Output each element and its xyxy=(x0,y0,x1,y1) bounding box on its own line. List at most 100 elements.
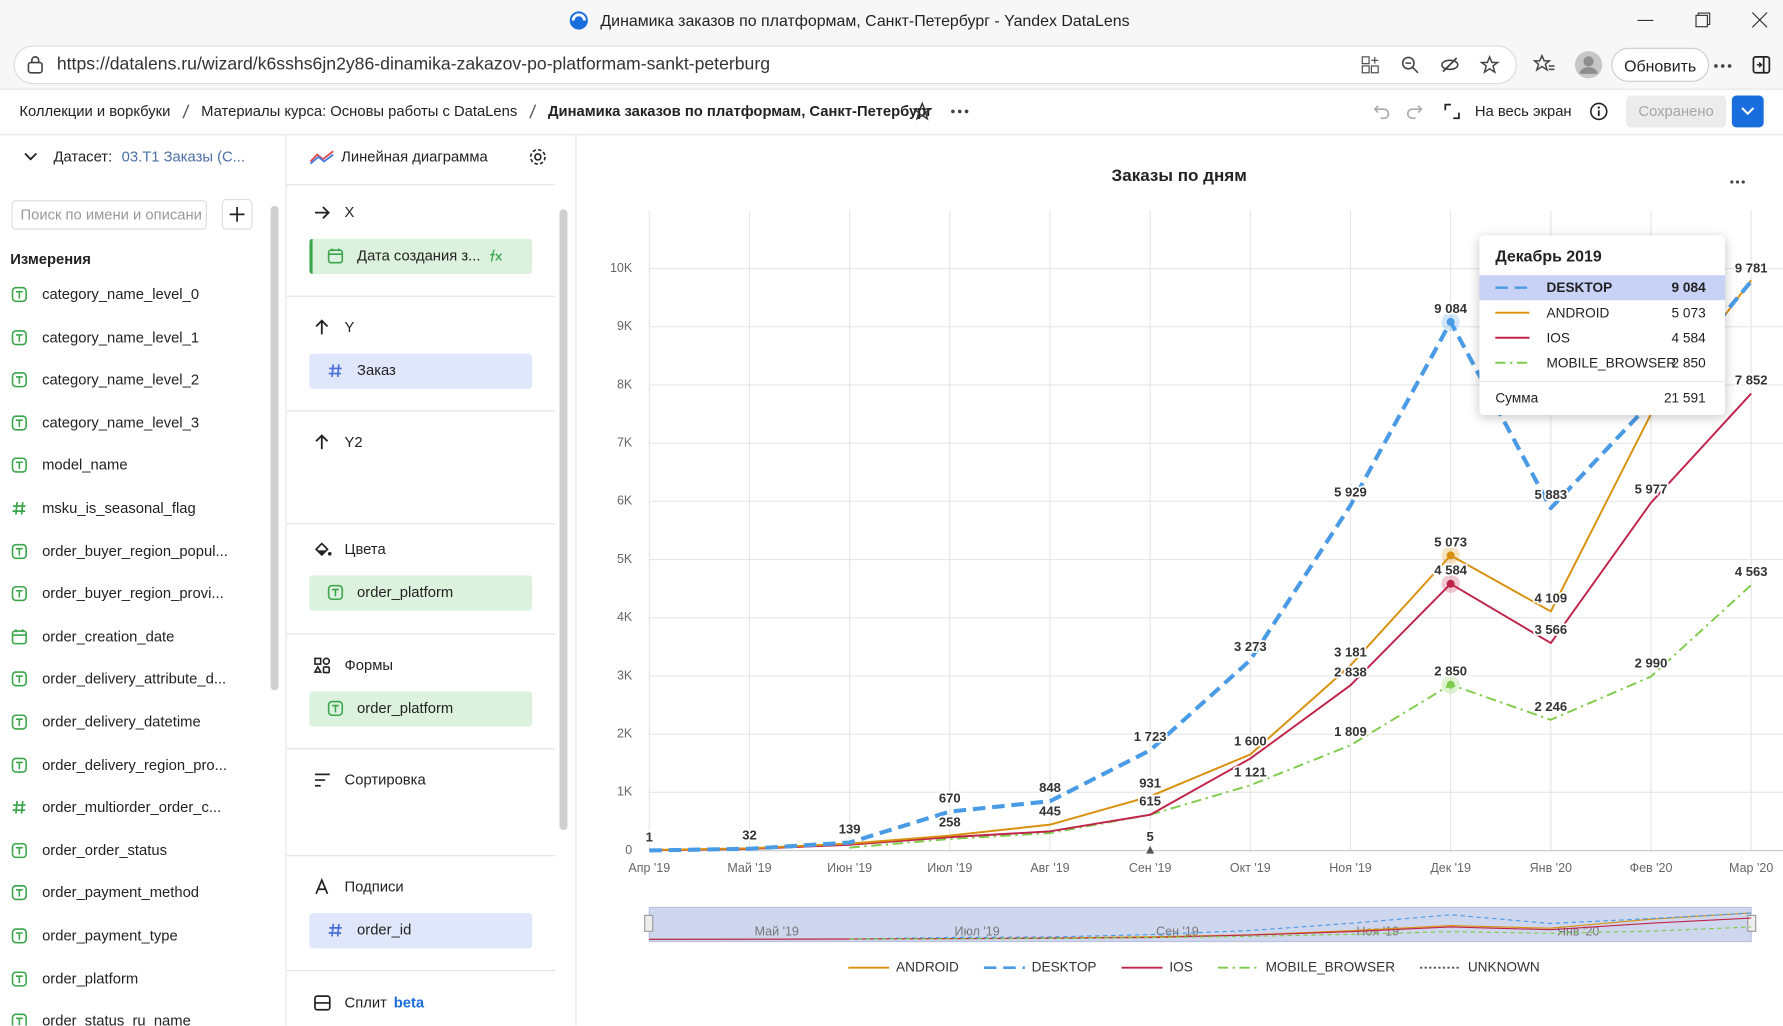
data-label: 4 563 xyxy=(1735,564,1768,579)
data-label: 3 181 xyxy=(1334,644,1367,659)
series-line xyxy=(649,280,1753,853)
placeholder-item[interactable] xyxy=(309,238,533,275)
item-name[interactable]: order_platform xyxy=(357,583,454,601)
tooltip-value: 5 073 xyxy=(1671,304,1706,321)
breadcrumb-separator xyxy=(182,104,190,119)
legend-label[interactable]: ANDROID xyxy=(896,959,959,974)
section-icon xyxy=(314,773,330,787)
field-item[interactable]: category_name_level_1 xyxy=(42,328,200,346)
data-label: 1 809 xyxy=(1334,724,1367,739)
field-item[interactable]: order_delivery_datetime xyxy=(42,712,201,731)
tooltip-swatch xyxy=(1495,286,1530,289)
section-divider xyxy=(286,633,555,635)
y-tick-label: 2K xyxy=(617,726,633,740)
field-type-icon xyxy=(327,584,344,601)
placeholder-item[interactable] xyxy=(309,691,533,727)
field-item[interactable]: order_order_status xyxy=(42,841,167,859)
legend-label[interactable]: DESKTOP xyxy=(1032,959,1097,974)
dataset-name[interactable]: 03.T1 Заказы (С... xyxy=(121,147,246,165)
fullscreen-button[interactable]: На весь экран xyxy=(1474,102,1572,120)
field-item[interactable]: category_name_level_0 xyxy=(42,285,200,303)
field-item[interactable]: order_delivery_attribute_d... xyxy=(42,670,227,688)
breadcrumb[interactable]: Материалы курса: Основы работы с DataLen… xyxy=(201,102,518,120)
section-divider xyxy=(286,410,555,412)
field-type-icon xyxy=(11,629,27,645)
data-label: 5 929 xyxy=(1334,484,1367,499)
field-item[interactable]: order_payment_type xyxy=(42,926,178,944)
breadcrumbs: Коллекции и воркбуки Материалы курса: Осн… xyxy=(19,101,932,121)
field-item[interactable]: order_payment_method xyxy=(42,883,200,902)
address-bar[interactable] xyxy=(13,45,1517,85)
data-label: 445 xyxy=(1039,804,1061,819)
hover-marker xyxy=(1446,680,1455,689)
field-type-icon xyxy=(11,329,27,345)
item-name[interactable]: Дата создания з... xyxy=(357,246,481,264)
more-dots xyxy=(951,109,969,114)
field-item[interactable]: order_multiorder_order_c... xyxy=(42,798,222,816)
section-divider xyxy=(286,523,555,525)
field-item[interactable]: order_buyer_region_popul... xyxy=(42,541,228,560)
field-item[interactable]: order_platform xyxy=(42,969,139,987)
item-name[interactable]: Заказ xyxy=(357,361,396,379)
saved-button[interactable]: Сохранено xyxy=(1626,95,1727,128)
x-tick-label: Дек '19 xyxy=(1430,861,1471,875)
y-tick-label: 8K xyxy=(617,377,633,391)
address-icon xyxy=(1441,57,1459,73)
chart-menu-dot[interactable] xyxy=(1735,180,1740,184)
menu-dots xyxy=(1714,64,1732,68)
field-item[interactable]: msku_is_seasonal_flag xyxy=(42,499,196,517)
field-type-icon xyxy=(11,714,27,730)
field-type-icon xyxy=(11,1013,27,1026)
field-type-icon xyxy=(12,501,26,515)
navigator-handle[interactable] xyxy=(644,914,654,932)
breadcrumb[interactable]: Коллекции и воркбуки xyxy=(19,102,171,120)
field-item[interactable]: order_creation_date xyxy=(42,627,175,645)
title-bar xyxy=(0,0,1783,43)
field-item[interactable]: category_name_level_2 xyxy=(42,370,200,388)
item-name[interactable]: order_platform xyxy=(357,699,454,717)
item-name[interactable]: order_id xyxy=(357,921,412,939)
chart-type[interactable]: Линейная диаграмма xyxy=(341,147,488,165)
field-type-icon xyxy=(11,457,27,474)
legend-label[interactable]: IOS xyxy=(1169,959,1192,974)
breadcrumb-separator xyxy=(529,104,537,119)
data-label: 5 883 xyxy=(1534,487,1567,502)
data-label: 848 xyxy=(1039,780,1061,795)
section-title: Сортировка xyxy=(344,770,426,789)
navigator-handle[interactable] xyxy=(1747,914,1757,932)
hover-marker xyxy=(1446,551,1455,560)
window-title: Динамика заказов по платформам, Санкт-Пе… xyxy=(600,11,1130,30)
data-label: 32 xyxy=(742,828,757,843)
navigator-label: Июл '19 xyxy=(955,925,1000,939)
y-tick-label: 5K xyxy=(617,552,633,566)
refresh-button[interactable]: Обновить xyxy=(1611,47,1710,82)
add-field-button[interactable] xyxy=(221,198,253,230)
save-menu-button[interactable] xyxy=(1731,95,1764,128)
field-item[interactable]: model_name xyxy=(42,456,128,474)
y-tick-label: 6K xyxy=(617,494,633,508)
settings-gear xyxy=(529,148,546,165)
data-label: 1 121 xyxy=(1234,764,1267,779)
search-input[interactable]: Поиск по имени и описани xyxy=(11,200,207,230)
field-item[interactable]: category_name_level_3 xyxy=(42,413,200,431)
breadcrumb[interactable]: Динамика заказов по платформам, Санкт-Пе… xyxy=(547,102,933,120)
chart-menu-dot[interactable] xyxy=(1741,180,1745,184)
placeholder-item[interactable] xyxy=(309,353,533,389)
field-type-icon xyxy=(327,700,344,717)
x-tick-label: Мар '20 xyxy=(1729,861,1773,875)
placeholder-item[interactable] xyxy=(309,575,533,611)
legend-label[interactable]: MOBILE_BROWSER xyxy=(1266,959,1396,974)
data-label: 670 xyxy=(939,791,961,806)
y-tick-label: 0 xyxy=(625,843,632,857)
section-icon xyxy=(314,542,332,557)
legend-label[interactable]: UNKNOWN xyxy=(1468,959,1540,974)
data-label: 3 273 xyxy=(1234,639,1267,654)
chart-menu-dot[interactable] xyxy=(1730,180,1734,184)
field-item[interactable]: order_status_ru_name xyxy=(42,1012,191,1026)
navigator-label: Сен '19 xyxy=(1156,925,1199,939)
placeholder-item[interactable] xyxy=(309,913,533,949)
field-item[interactable]: order_delivery_region_pro... xyxy=(42,755,227,773)
tooltip-name: IOS xyxy=(1546,329,1570,346)
section-divider xyxy=(286,969,555,972)
field-item[interactable]: order_buyer_region_provi... xyxy=(42,584,224,602)
